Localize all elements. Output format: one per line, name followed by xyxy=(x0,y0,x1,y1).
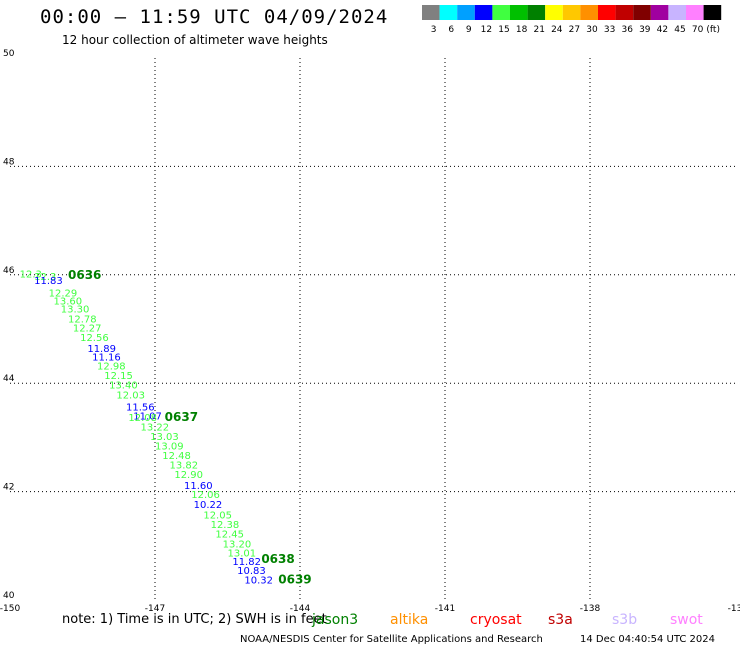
legend-swatch xyxy=(474,5,493,20)
legend-swatch xyxy=(527,5,546,20)
y-tick-label: 40 xyxy=(3,591,15,601)
wave-height-point: 13.30 xyxy=(61,305,90,316)
pass-time-label: 0639 xyxy=(278,573,311,587)
wave-height-point: 13.82 xyxy=(170,460,199,471)
sat-swot: swot xyxy=(670,612,703,628)
wave-height-point: 12.45 xyxy=(215,530,244,541)
wave-height-point: 12.05 xyxy=(203,511,232,522)
wave-height-point: 13.40 xyxy=(109,381,138,392)
wave-height-point: 12.48 xyxy=(162,451,191,462)
legend-tick-label: 24 xyxy=(551,25,563,35)
wave-height-point: 12.08 xyxy=(128,413,157,424)
wave-height-point: 11.89 xyxy=(87,344,116,355)
legend-swatch xyxy=(562,5,581,20)
wave-height-point: 13.22 xyxy=(141,422,170,433)
legend-tick-label: 39 xyxy=(639,25,651,35)
chart-title: 00:00 – 11:59 UTC 04/09/2024 xyxy=(40,6,389,28)
legend-tick-label: 9 xyxy=(466,25,472,35)
legend-tick-label: 6 xyxy=(448,25,454,35)
wave-height-point: 10.32 xyxy=(244,576,273,587)
wave-height-point: 11.83 xyxy=(34,276,63,287)
wave-height-point: 12.90 xyxy=(174,470,203,481)
legend-swatch xyxy=(650,5,669,20)
legend-tick-label: 33 xyxy=(604,25,615,35)
legend-swatch xyxy=(439,5,458,20)
wave-height-point: 12.56 xyxy=(80,333,109,344)
sat-s3b: s3b xyxy=(612,612,638,628)
x-tick-label: -147 xyxy=(145,604,165,614)
legend-swatch xyxy=(580,5,598,20)
wave-height-point: 11.60 xyxy=(184,481,213,492)
y-tick-label: 46 xyxy=(3,266,15,276)
legend-tick-label: 30 xyxy=(586,25,598,35)
wave-height-point: 11.07 xyxy=(133,412,162,423)
legend-unit-label: (ft) xyxy=(706,25,720,35)
wave-height-point: 13.20 xyxy=(223,539,252,550)
chart-subtitle: 12 hour collection of altimeter wave hei… xyxy=(62,33,328,47)
legend-swatch xyxy=(615,5,634,20)
legend-swatch xyxy=(510,5,528,20)
legend-swatch xyxy=(668,5,686,20)
wave-height-point: 13.03 xyxy=(150,432,179,443)
pass-time-label: 0637 xyxy=(165,410,198,424)
wave-height-point: 12.78 xyxy=(68,314,97,325)
legend-tick-label: 18 xyxy=(516,25,528,35)
legend-tick-label: 3 xyxy=(431,25,437,35)
sat-jason3: jason3 xyxy=(312,612,359,628)
footer-note: note: 1) Time is in UTC; 2) SWH is in fe… xyxy=(62,612,327,627)
credit-text: NOAA/NESDIS Center for Satellite Applica… xyxy=(240,634,543,645)
wave-height-point: 12.3 xyxy=(34,272,56,283)
legend-swatch xyxy=(686,5,704,20)
legend-tick-label: 21 xyxy=(533,25,544,35)
wave-height-point: 12.29 xyxy=(49,288,78,299)
wave-height-point: 12.06 xyxy=(191,490,220,501)
x-tick-label: -144 xyxy=(290,604,311,614)
color-scale-legend: 3 6 9 12 15 18 21 24 27 30 33 36 39 42 45 70 (ft) xyxy=(422,5,722,35)
legend-swatch xyxy=(598,5,616,20)
y-tick-label: 42 xyxy=(3,483,14,493)
legend-tick-label: 70 xyxy=(692,25,704,35)
legend-tick-label: 36 xyxy=(621,25,633,35)
legend-tick-label: 45 xyxy=(674,25,685,35)
legend-swatch xyxy=(633,5,651,20)
legend-swatch xyxy=(545,5,563,20)
wave-height-point: 11.56 xyxy=(126,402,155,413)
wave-height-point: 12.03 xyxy=(116,390,145,401)
generation-timestamp: 14 Dec 04:40:54 UTC 2024 xyxy=(580,634,715,645)
wave-height-point: 12.38 xyxy=(211,520,240,531)
legend-swatch xyxy=(703,5,722,20)
legend-tick-label: 42 xyxy=(657,25,668,35)
wave-height-point: 12.15 xyxy=(104,371,133,382)
pass-time-label: 0638 xyxy=(261,552,294,566)
legend-tick-label: 15 xyxy=(498,25,509,35)
legend-swatch xyxy=(422,5,440,20)
wave-height-point: 10.22 xyxy=(194,500,223,511)
x-tick-label: -138 xyxy=(580,604,601,614)
x-tick-label: -13 xyxy=(728,604,740,614)
x-tick-label: -150 xyxy=(0,604,20,614)
wave-height-point: 12.27 xyxy=(73,324,102,335)
y-tick-label: 50 xyxy=(3,49,15,59)
wave-height-point: 11.82 xyxy=(232,557,261,568)
legend-swatch xyxy=(492,5,510,20)
x-tick-label: -141 xyxy=(435,604,455,614)
wave-height-point: 12.3 xyxy=(20,270,42,281)
pass-time-label: 0636 xyxy=(68,268,101,282)
wave-height-point: 10.83 xyxy=(237,566,266,577)
wave-height-point: 13.09 xyxy=(155,441,184,452)
wave-height-point: 12.98 xyxy=(97,362,126,373)
y-tick-label: 48 xyxy=(3,157,15,167)
legend-tick-label: 27 xyxy=(569,25,580,35)
wave-height-point: 11.16 xyxy=(92,352,121,363)
legend-swatch xyxy=(457,5,475,20)
wave-height-point: 13.60 xyxy=(54,297,83,308)
sat-s3a: s3a xyxy=(548,612,573,628)
sat-altika: altika xyxy=(390,612,429,628)
sat-cryosat: cryosat xyxy=(470,612,522,628)
y-tick-label: 44 xyxy=(3,374,15,384)
wave-height-point: 13.01 xyxy=(228,549,257,560)
legend-tick-label: 12 xyxy=(481,25,492,35)
